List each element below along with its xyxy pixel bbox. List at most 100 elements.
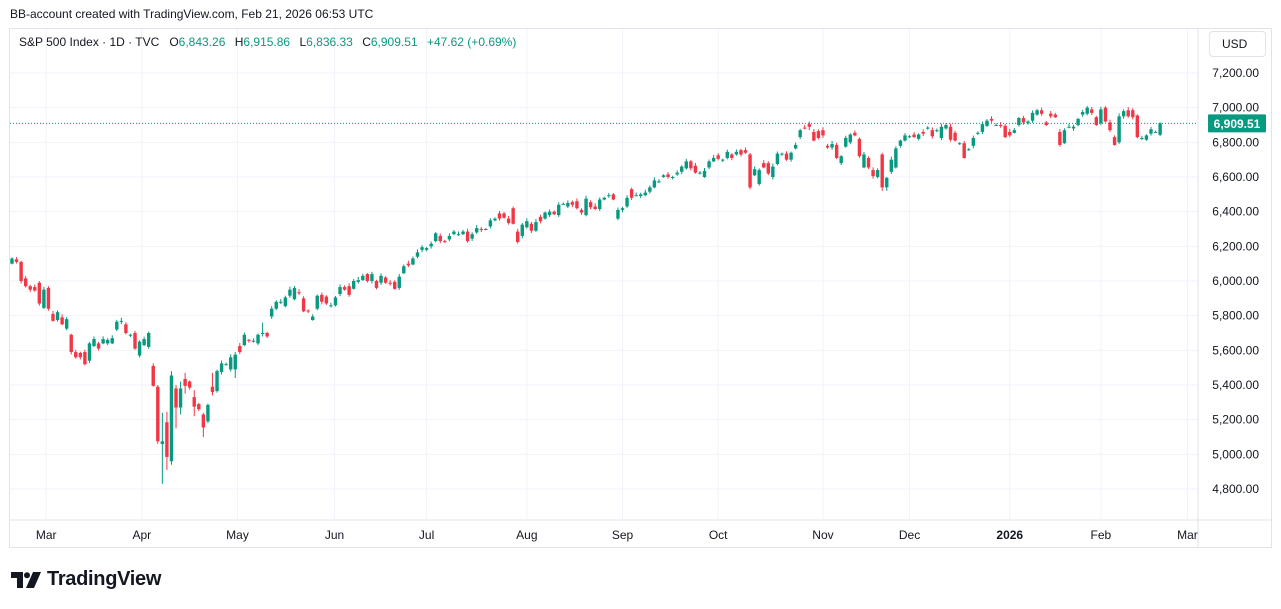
candle-body — [96, 343, 101, 349]
candle-body — [1094, 117, 1099, 125]
candle-body — [228, 357, 233, 370]
candle-body — [1012, 130, 1017, 133]
candle-down — [1103, 106, 1108, 123]
candle-body — [165, 422, 169, 457]
grid-lines — [10, 29, 1271, 547]
candle-up — [1035, 108, 1039, 116]
candle-up — [470, 232, 474, 241]
candle-down — [156, 384, 160, 444]
currency-button[interactable]: USD — [1209, 31, 1266, 57]
candle-body — [1053, 114, 1058, 118]
candle-body — [361, 275, 365, 281]
candle-up — [329, 302, 333, 308]
price-tick-label: 4,800.00 — [1212, 482, 1259, 496]
candle-down — [953, 130, 957, 142]
candle-up — [279, 299, 283, 305]
candle-body — [484, 228, 488, 230]
candle-body — [1030, 112, 1035, 121]
candle-body — [689, 161, 693, 169]
symbol-title[interactable]: S&P 500 Index · 1D · TVC — [19, 35, 160, 49]
candle-up — [429, 241, 433, 249]
candle-body — [101, 339, 105, 344]
time-tick-label: Nov — [812, 528, 833, 542]
candle-down — [46, 286, 51, 311]
candle-body — [1099, 109, 1103, 124]
candle-body — [907, 136, 912, 138]
tradingview-logo[interactable]: TradingView — [11, 568, 161, 591]
ohlc-legend: S&P 500 Index · 1D · TVC O6,843.26 H6,91… — [19, 35, 522, 49]
candle-up — [233, 352, 237, 379]
candle-up — [616, 207, 620, 221]
candle-body — [680, 166, 684, 172]
candle-body — [279, 301, 283, 303]
candle-up — [256, 333, 260, 346]
candle-down — [438, 233, 442, 244]
candle-up — [447, 233, 452, 242]
candle-body — [320, 294, 324, 302]
candle-down — [516, 228, 520, 244]
candle-down — [575, 198, 579, 210]
candle-body — [301, 298, 306, 312]
candle-body — [611, 194, 616, 200]
candle-body — [698, 172, 702, 174]
candle-body — [894, 148, 898, 168]
candle-body — [784, 153, 789, 160]
candle-down — [365, 273, 370, 283]
candle-up — [333, 295, 338, 307]
candle-body — [775, 153, 780, 164]
candle-body — [269, 308, 274, 317]
candle-up — [670, 175, 675, 180]
candle-body — [365, 274, 370, 281]
candle-up — [830, 140, 834, 150]
candle-down — [629, 187, 634, 201]
candle-up — [484, 227, 488, 231]
candle-body — [1062, 130, 1067, 144]
close-label: C — [362, 35, 371, 49]
candle-body — [547, 211, 552, 216]
candle-up — [370, 271, 374, 284]
candle-up — [625, 195, 629, 208]
candle-up — [707, 159, 711, 170]
candle-up — [752, 166, 757, 177]
candle-body — [661, 175, 666, 177]
candle-up — [661, 174, 666, 178]
candle-body — [502, 213, 506, 218]
candle-up — [657, 179, 661, 184]
time-tick-label: Oct — [709, 528, 728, 542]
candle-down — [689, 159, 693, 171]
candle-body — [579, 209, 584, 213]
candle-up — [269, 306, 274, 319]
candle-up — [916, 133, 921, 141]
candle-body — [825, 145, 830, 148]
candle-up — [1076, 117, 1080, 127]
candle-body — [465, 231, 470, 242]
candle-down — [201, 412, 206, 437]
candle-body — [383, 277, 388, 283]
candle-body — [19, 261, 23, 281]
candle-up — [452, 230, 456, 236]
candle-down — [666, 172, 670, 179]
candle-body — [725, 151, 729, 158]
candle-body — [716, 155, 720, 159]
candle-up — [1149, 126, 1153, 136]
candle-down — [1058, 128, 1062, 147]
candle-body — [210, 386, 215, 392]
candle-up — [643, 189, 647, 197]
candle-body — [347, 286, 351, 295]
candle-body — [201, 414, 206, 428]
candle-body — [156, 386, 160, 442]
candle-body — [379, 275, 383, 283]
candle-up — [101, 336, 105, 345]
candle-down — [443, 239, 447, 244]
candle-body — [137, 341, 142, 356]
price-tick-label: 5,600.00 — [1212, 343, 1259, 357]
candle-body — [333, 297, 338, 306]
candle-body — [183, 378, 187, 386]
candle-body — [607, 195, 611, 197]
candle-down — [174, 384, 178, 429]
candle-body — [197, 404, 201, 410]
candle-up — [493, 217, 497, 222]
candle-body — [260, 332, 265, 334]
time-tick-label: Mar — [1177, 528, 1198, 542]
